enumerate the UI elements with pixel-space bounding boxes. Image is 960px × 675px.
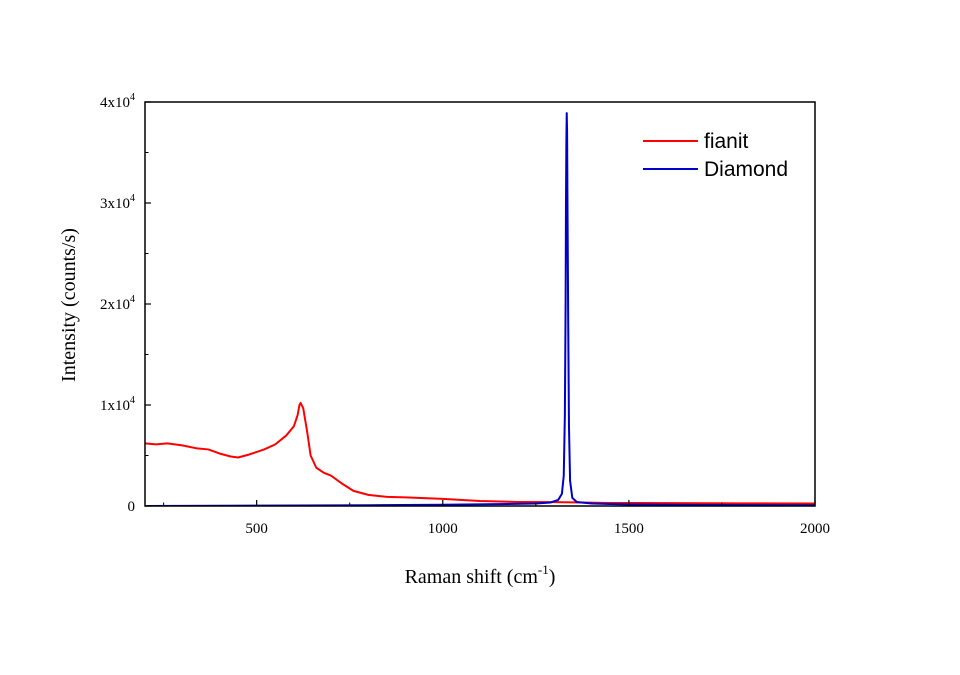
x-axis-title-main: Raman shift (cm [405, 566, 539, 588]
legend-label-fianit: fianit [704, 130, 749, 153]
y-tick-label-base: 0 [128, 499, 136, 515]
y-tick-label-base: 4x10 [100, 95, 130, 111]
y-tick-label-base: 2x10 [100, 297, 130, 313]
legend: fianit Diamond [643, 130, 788, 181]
y-tick-label: 1x104 [100, 395, 135, 414]
x-axis-title: Raman shift (cm-1) [405, 562, 556, 588]
y-tick-label: 0 [128, 499, 136, 515]
x-tick-label: 1500 [614, 521, 644, 537]
y-tick-label-exponent: 4 [130, 193, 135, 204]
y-tick-label-base: 1x10 [100, 398, 130, 414]
x-tick-label: 1000 [428, 521, 458, 537]
x-axis-title-superscript: -1 [538, 562, 549, 577]
series-line-fianit [145, 401, 815, 505]
y-tick-label-exponent: 4 [130, 92, 135, 103]
x-tick-label: 500 [245, 521, 268, 537]
y-tick-label: 2x104 [100, 294, 135, 313]
y-tick-label: 4x104 [100, 92, 135, 111]
y-tick-label-exponent: 4 [130, 395, 135, 406]
legend-label-diamond: Diamond [704, 158, 788, 181]
y-tick-label-exponent: 4 [130, 294, 135, 305]
y-tick-label-base: 3x10 [100, 196, 130, 212]
y-axis-title: Intensity (counts/s) [58, 228, 80, 382]
x-tick-label: 2000 [800, 521, 830, 537]
x-axis-title-close: ) [549, 566, 556, 588]
y-tick-label: 3x104 [100, 193, 135, 212]
series-line-diamond [145, 112, 815, 506]
